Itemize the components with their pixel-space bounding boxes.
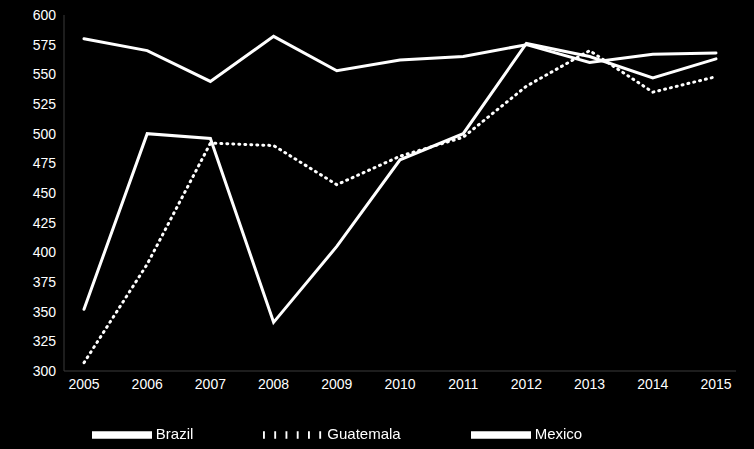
svg-text:2006: 2006 [132,376,163,392]
svg-text:525: 525 [33,96,57,112]
svg-text:2007: 2007 [195,376,226,392]
svg-text:375: 375 [33,274,57,290]
svg-text:2012: 2012 [511,376,542,392]
svg-text:300: 300 [33,363,57,379]
svg-text:600: 600 [33,7,57,23]
svg-text:2011: 2011 [448,376,478,392]
svg-text:350: 350 [33,304,57,320]
svg-text:2008: 2008 [258,376,289,392]
svg-text:500: 500 [33,126,57,142]
svg-text:325: 325 [33,333,57,349]
svg-text:425: 425 [33,215,57,231]
svg-text:550: 550 [33,66,57,82]
svg-text:2005: 2005 [68,376,99,392]
html-text:Brazil: Brazil [155,425,194,442]
svg-text:475: 475 [33,155,57,171]
svg-text:575: 575 [33,37,57,53]
svg-text:2013: 2013 [574,376,605,392]
svg-text:450: 450 [33,185,57,201]
svg-text:2014: 2014 [637,376,668,392]
svg-text:2010: 2010 [384,376,415,392]
svg-text:400: 400 [33,244,57,260]
html-text:Mexico: Mexico [534,425,583,442]
svg-text:2009: 2009 [321,376,352,392]
svg-text:2015: 2015 [700,376,731,392]
html-text:Guatemala: Guatemala [327,425,401,442]
